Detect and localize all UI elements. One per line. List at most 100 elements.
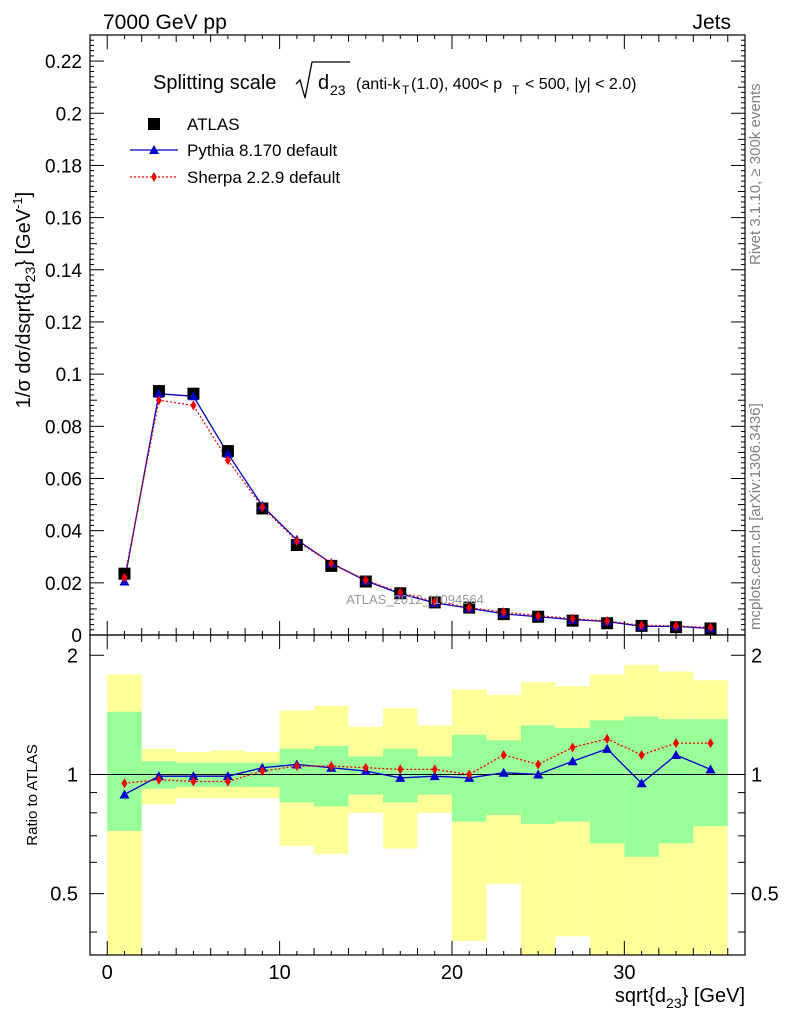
process-label: Jets — [692, 11, 731, 34]
ratio-point — [500, 749, 507, 760]
y-tick-label: 0.02 — [45, 574, 82, 595]
data-point — [293, 536, 300, 547]
y-tick-label: 0.2 — [56, 104, 82, 125]
y-tick-label: 0.04 — [45, 522, 82, 543]
legend-label: Pythia 8.170 default — [187, 141, 338, 160]
x-tick-label: 20 — [441, 962, 463, 984]
data-point — [362, 575, 369, 586]
y-tick-label: 0 — [71, 626, 82, 647]
data-point — [500, 607, 507, 618]
ratio-point — [222, 771, 233, 781]
ratio-point — [259, 766, 266, 777]
ratio-point — [498, 767, 509, 777]
data-point — [155, 395, 162, 406]
legend-marker — [148, 118, 160, 130]
svg-text:T: T — [512, 83, 520, 97]
ratio-point — [188, 771, 199, 781]
x-tick-label: 30 — [613, 962, 635, 984]
ratio-point — [535, 759, 542, 770]
ratio-y-tick-label-right: 0.5 — [751, 884, 779, 906]
ratio-point — [707, 738, 714, 749]
y-tick-label: 0.14 — [45, 261, 82, 282]
y-tick-label: 0.06 — [45, 469, 82, 490]
svg-text:< 500, |y| < 2.0): < 500, |y| < 2.0) — [525, 76, 637, 93]
axes: 0 10 20 30 0 0.02 0.04 0.06 0.08 0.1 0.12 0.14 0.16 0… — [45, 34, 779, 984]
data-point — [259, 502, 266, 513]
ratio-y-tick-label-right: 1 — [751, 764, 762, 786]
data-point — [638, 620, 645, 631]
ratio-plot-area — [90, 733, 745, 799]
svg-text:T: T — [402, 83, 410, 97]
legend-marker — [149, 145, 159, 154]
inner-band-bin — [314, 745, 349, 807]
svg-text:1/σ dσ/dsqrt{d23} [GeV-1]: 1/σ dσ/dsqrt{d23} [GeV-1] — [10, 192, 38, 408]
data-point — [431, 596, 438, 607]
svg-text:(1.0), 400< p: (1.0), 400< p — [411, 76, 502, 93]
svg-text:(anti-k: (anti-k — [356, 76, 401, 93]
ratio-series-line — [124, 748, 711, 796]
ratio-point — [395, 772, 406, 782]
main-title: Splitting scale d 23 (anti-k T (1.0), 40… — [153, 61, 637, 99]
ratio-y-axis-label: Ratio to ATLAS — [24, 744, 41, 845]
inner-band-bin — [348, 756, 384, 795]
ratio-point — [429, 771, 440, 781]
ratio-point — [293, 761, 300, 772]
ratio-point — [121, 778, 128, 789]
main-y-axis-label: 1/σ dσ/dsqrt{d23} [GeV-1] — [10, 192, 38, 408]
data-point — [535, 610, 542, 621]
svg-text:sqrt{d23} [GeV]: sqrt{d23} [GeV] — [615, 985, 745, 1011]
ratio-point — [638, 749, 645, 760]
ratio-point — [602, 743, 613, 753]
mcplots-credit-label: mcplots.cern.ch [arXiv:1306.3436] — [747, 403, 764, 630]
inner-band-bin — [107, 711, 142, 831]
legend-marker — [151, 172, 157, 182]
y-tick-label: 0.12 — [45, 313, 82, 334]
data-point — [328, 558, 335, 569]
ratio-point — [362, 762, 369, 773]
ratio-point — [705, 764, 716, 774]
ratio-uncertainty-bands — [107, 664, 728, 955]
analysis-watermark: ATLAS_2012_I1094564 — [346, 592, 484, 607]
ratio-y-tick-label-left: 0.5 — [50, 884, 78, 906]
ratio-y-tick-label-left: 2 — [67, 645, 78, 667]
data-point — [153, 388, 164, 398]
y-tick-label: 0.16 — [45, 209, 82, 230]
legend-label: Sherpa 2.2.9 default — [187, 168, 340, 187]
ratio-point — [328, 761, 335, 772]
data-point — [224, 455, 231, 466]
ratio-point — [155, 774, 162, 785]
main-plot-area — [118, 385, 717, 635]
data-point — [466, 602, 473, 613]
data-point — [707, 622, 714, 633]
y-tick-label: 0.18 — [45, 156, 82, 177]
data-point — [222, 448, 233, 458]
legend: ATLAS Pythia 8.170 default Sherpa 2.2.9 de… — [130, 115, 340, 187]
ratio-point — [119, 789, 130, 799]
data-point — [190, 400, 197, 411]
legend-label: ATLAS — [187, 115, 240, 134]
svg-text:d: d — [318, 72, 329, 94]
ratio-point — [673, 738, 680, 749]
energy-label: 7000 GeV pp — [103, 11, 227, 34]
ratio-point — [569, 742, 576, 753]
x-tick-label: 10 — [268, 962, 290, 984]
y-tick-label: 0.08 — [45, 417, 82, 438]
ratio-point — [567, 756, 578, 766]
ratio-point — [431, 764, 438, 775]
x-axis-label: sqrt{d23} [GeV] — [615, 985, 745, 1011]
y-tick-label: 0.1 — [56, 365, 82, 386]
ratio-point — [604, 733, 611, 744]
ratio-point — [397, 764, 404, 775]
svg-text:23: 23 — [330, 82, 346, 98]
ratio-point — [636, 778, 647, 788]
data-point — [397, 587, 404, 598]
y-tick-label: 0.22 — [45, 52, 82, 73]
data-point — [569, 613, 576, 624]
rivet-version-label: Rivet 3.1.10, ≥ 300k events — [747, 83, 764, 265]
ratio-point — [671, 749, 682, 759]
data-point — [604, 616, 611, 627]
svg-text:Ratio to ATLAS: Ratio to ATLAS — [24, 744, 41, 845]
inner-band-bin — [279, 748, 315, 803]
data-point — [673, 620, 680, 631]
x-tick-label: 0 — [102, 962, 113, 984]
